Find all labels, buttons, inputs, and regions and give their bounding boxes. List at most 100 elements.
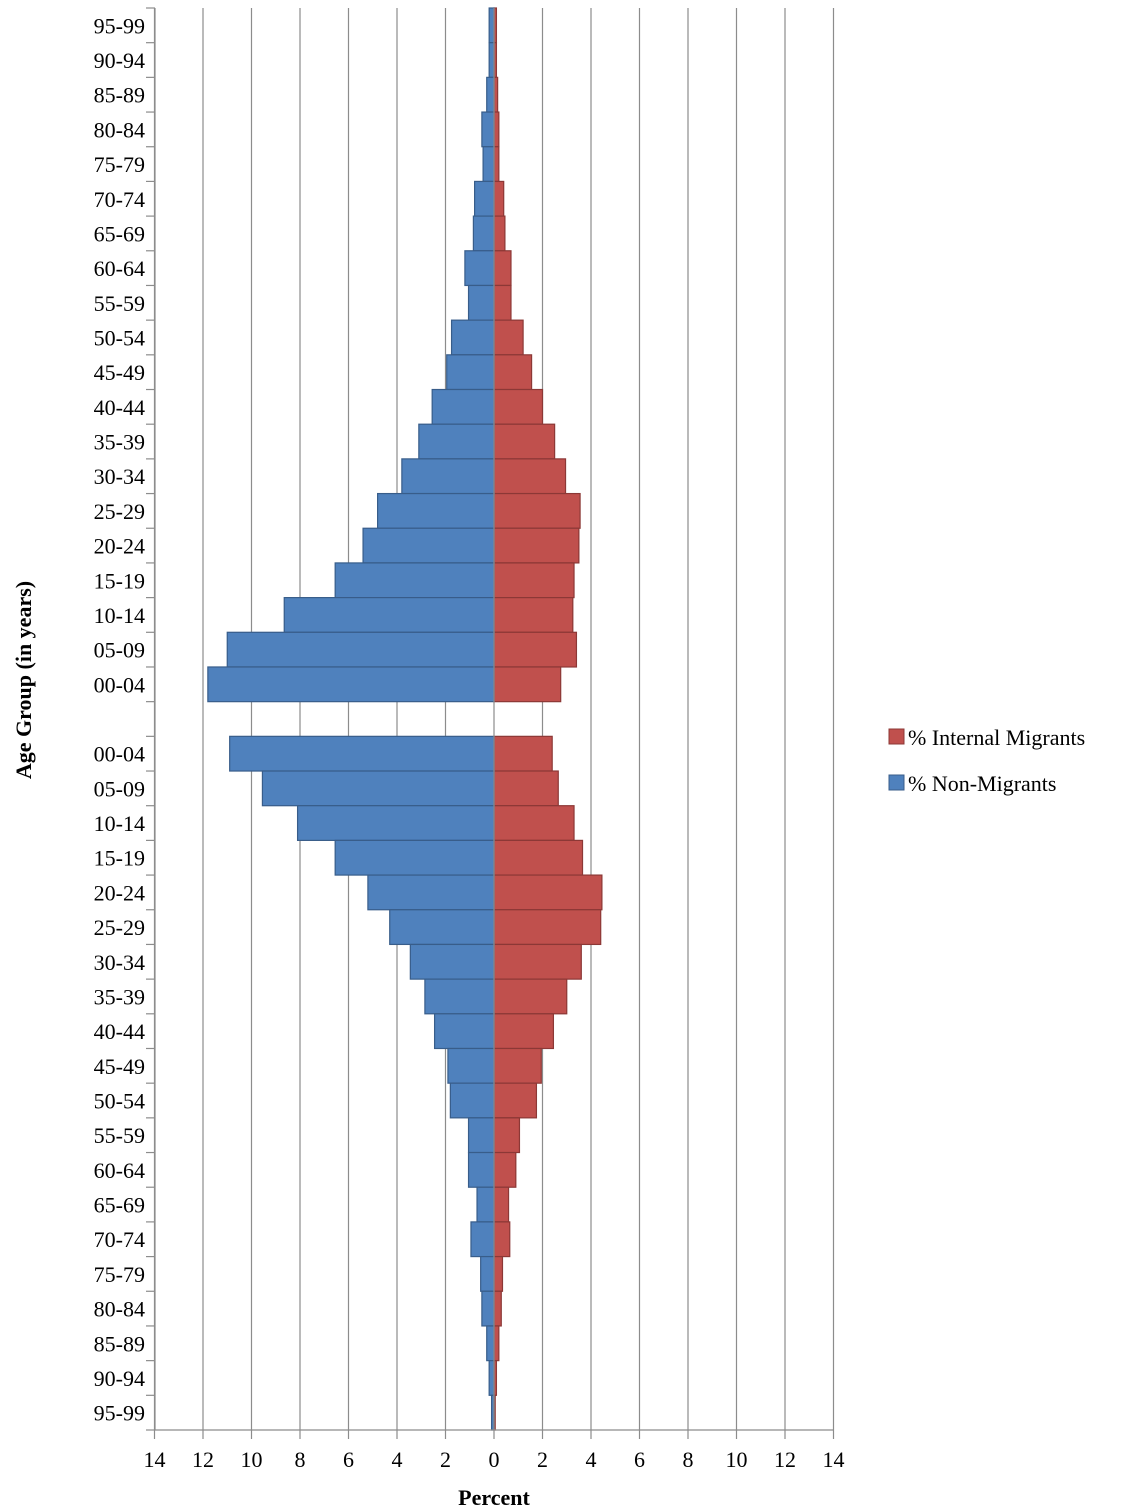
bar-internal-migrants (493, 562, 575, 599)
bar-non-migrants (401, 458, 495, 495)
x-tick-label: 6 (343, 1447, 354, 1472)
y-tick-label: 00-04 (94, 742, 145, 767)
x-tick-label: 2 (537, 1447, 548, 1472)
bar-internal-migrants (493, 1186, 510, 1223)
bar-internal-migrants (493, 111, 500, 148)
y-tick-labels: 95-99 90-94 85-89 80-84 75-79 70-74 65-69 60-64… (94, 13, 145, 1425)
y-tick-label: 90-94 (94, 48, 145, 73)
x-tick-label: 2 (440, 1447, 451, 1472)
bar-internal-migrants (493, 597, 574, 633)
y-tick-label: 85-89 (94, 83, 145, 108)
bar-internal-migrants (493, 1013, 555, 1050)
bar-non-migrants (362, 527, 495, 564)
bar-internal-migrants (493, 215, 506, 252)
y-tick-label: 45-49 (94, 360, 145, 385)
bar-internal-migrants (493, 423, 556, 460)
bar-non-migrants (474, 180, 495, 217)
bar-internal-migrants (493, 146, 500, 183)
y-tick-label: 50-54 (94, 325, 145, 350)
bar-non-migrants (486, 1325, 495, 1362)
y-tick-label: 25-29 (94, 915, 145, 940)
bar-non-migrants (283, 597, 495, 633)
bar-internal-migrants (493, 354, 533, 391)
bar-non-migrants (467, 284, 495, 321)
bar-non-migrants (480, 1255, 495, 1292)
bar-non-migrants (450, 319, 495, 356)
y-tick-label: 20-24 (94, 534, 145, 559)
y-tick-label: 70-74 (94, 1227, 145, 1252)
legend-swatch-non-migrants (888, 774, 905, 791)
bar-non-migrants (377, 492, 495, 529)
bar-non-migrants (482, 146, 495, 183)
bar-non-migrants (449, 1082, 495, 1119)
bar-internal-migrants (493, 1047, 542, 1084)
y-tick-label: 70-74 (94, 187, 145, 212)
bar-non-migrants (334, 562, 495, 599)
bar-internal-migrants (493, 805, 575, 841)
bar-non-migrants (486, 76, 495, 113)
y-tick-label: 55-59 (94, 1123, 145, 1148)
y-tick-label: 05-09 (94, 638, 145, 663)
bar-internal-migrants (493, 1082, 538, 1119)
x-tick-labels: 14 12 10 8 6 4 2 0 2 4 6 8 10 12 14 (144, 1447, 845, 1472)
bar-non-migrants (389, 909, 495, 946)
y-tick-label: 55-59 (94, 291, 145, 316)
bar-internal-migrants (493, 735, 553, 772)
bar-internal-migrants (493, 943, 582, 980)
bar-non-migrants (470, 1221, 495, 1258)
y-tick-label: 60-64 (94, 256, 145, 281)
x-tick-label: 4 (586, 1447, 597, 1472)
y-tick-label: 40-44 (94, 395, 145, 420)
y-tick-label: 50-54 (94, 1089, 145, 1114)
bar-non-migrants (481, 1290, 495, 1327)
y-tick-label: 35-39 (94, 430, 145, 455)
y-axis-title: Age Group (in years) (11, 581, 36, 779)
bar-internal-migrants (493, 1290, 502, 1327)
bar-non-migrants (367, 874, 495, 911)
y-tick-label: 10-14 (94, 811, 145, 836)
y-tick-label: 65-69 (94, 1193, 145, 1218)
bar-non-migrants (424, 978, 495, 1015)
y-tick-label: 25-29 (94, 499, 145, 524)
y-tick-label: 80-84 (94, 117, 145, 142)
bar-internal-migrants (493, 1325, 500, 1362)
y-tick-label: 90-94 (94, 1366, 145, 1391)
y-tick-label: 40-44 (94, 1019, 145, 1044)
legend-item-non-migrants: % Non-Migrants (888, 771, 1056, 796)
bar-internal-migrants (493, 492, 581, 529)
bar-non-migrants (464, 250, 495, 287)
y-tick-label: 75-79 (94, 1262, 145, 1287)
y-tick-label: 80-84 (94, 1297, 145, 1322)
x-tick-label: 8 (683, 1447, 694, 1472)
bar-non-migrants (433, 1013, 495, 1050)
x-tick-label: 12 (774, 1447, 796, 1472)
x-tick-label: 10 (726, 1447, 748, 1472)
bar-internal-migrants (493, 180, 505, 217)
bar-non-migrants (261, 770, 495, 807)
legend-item-internal-migrants: % Internal Migrants (888, 725, 1085, 750)
x-tick-label: 4 (392, 1447, 403, 1472)
bar-non-migrants (226, 631, 495, 668)
bar-internal-migrants (493, 250, 512, 287)
bar-non-migrants (467, 1151, 495, 1188)
y-tick-label: 35-39 (94, 984, 145, 1009)
y-tick-label: 20-24 (94, 880, 145, 905)
bar-non-migrants (488, 42, 495, 78)
y-tick-label: 60-64 (94, 1158, 145, 1183)
y-tick-label: 30-34 (94, 950, 145, 975)
x-tick-label: 14 (144, 1447, 166, 1472)
x-tick-label: 6 (634, 1447, 645, 1472)
bar-non-migrants (296, 805, 495, 841)
bar-internal-migrants (493, 284, 512, 321)
x-tick-label: 14 (823, 1447, 845, 1472)
legend: % Internal Migrants % Non-Migrants (888, 725, 1085, 796)
x-tick-label: 12 (192, 1447, 214, 1472)
bar-internal-migrants (493, 631, 578, 668)
y-tick-label: 85-89 (94, 1331, 145, 1356)
bar-internal-migrants (493, 319, 524, 356)
y-tick-label: 00-04 (94, 672, 145, 697)
bar-non-migrants (472, 215, 495, 252)
bar-internal-migrants (493, 770, 559, 807)
y-tick-label: 10-14 (94, 603, 145, 628)
